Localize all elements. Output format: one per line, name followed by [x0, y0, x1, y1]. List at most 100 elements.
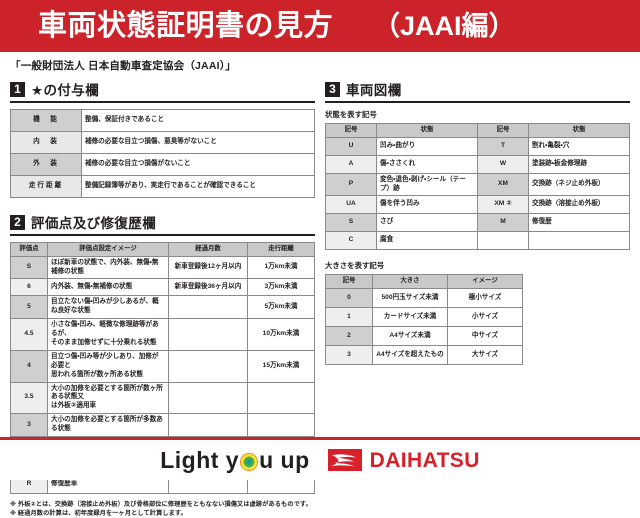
- page-header: 車両状態証明書の見方 （JAAI編）: [0, 0, 640, 52]
- tagline-before: Light y: [160, 446, 240, 473]
- cell-symbol-b: T: [477, 136, 529, 156]
- section3-heading: 3 車両図欄: [325, 79, 630, 103]
- tagline-after: u up: [259, 446, 310, 473]
- daihatsu-logo-icon: [327, 449, 362, 471]
- cell-symbol: 0: [325, 288, 373, 309]
- table-row: UA 傷を伴う凹み XM ② 交換跡（溶接止め外板）: [325, 195, 630, 215]
- row-label: 内 装: [10, 131, 82, 154]
- column-header-size: 大きさ: [372, 274, 448, 290]
- cell-symbol-a: A: [325, 154, 377, 174]
- cell-distance: 5万km未満: [247, 295, 315, 320]
- cell-state-b: 交換跡（ネジ止め外板）: [528, 172, 630, 197]
- cell-distance: [247, 381, 315, 415]
- section2-note-1: ※ 外板②とは、交換跡（溶接止め外板）及び骨格部位に修理歴をともなない損傷又は虚…: [10, 500, 312, 508]
- table-header-row: 記号 状態 記号 状態: [325, 123, 630, 138]
- header-subtitle: （JAAI編）: [373, 10, 516, 41]
- column-header-distance: 走行距離: [247, 242, 315, 257]
- table-row: P 変色・退色・剥げ・シール（テープ）跡 XM 交換跡（ネジ止め外板）: [325, 172, 630, 197]
- cell-size: 500円玉サイズ未満: [372, 288, 448, 309]
- table-row: 4 目立つ傷・凹み等が少しあり、加修が必要と 思われる箇所が数ヶ所ある状態 15…: [10, 349, 315, 383]
- cell-symbol-b: M: [477, 213, 529, 233]
- table-row: S さび M 修復歴: [325, 213, 630, 233]
- row-desc: 補修の必要な目立つ損傷がないこと: [81, 153, 315, 176]
- cell-image: 大小の加修を必要とする箇所が数ヶ所ある状態又 は外板②適用車: [47, 381, 169, 415]
- section1-title: ★の付与欄: [31, 83, 100, 98]
- row-label: 走行距離: [10, 175, 82, 198]
- row-desc: 整備記録簿等があり、実走行であることが確認できること: [81, 175, 315, 198]
- table-row: 機 能 整備、保証付きであること: [10, 109, 315, 132]
- cell-months: [168, 413, 248, 437]
- table-header-row: 記号 大きさ イメージ: [325, 274, 523, 290]
- table-row: 6 内外装、無傷・無補修の状態 新車登録後36ヶ月以内 3万km未満: [10, 278, 315, 297]
- cell-grade: 3: [10, 413, 48, 437]
- cell-symbol-a: P: [325, 172, 377, 197]
- table-row: 3 A4サイズを超えたもの 大サイズ: [325, 345, 523, 366]
- section1-number: 1: [10, 81, 25, 97]
- table-row: 3.5 大小の加修を必要とする箇所が数ヶ所ある状態又 は外板②適用車: [10, 381, 315, 415]
- cell-symbol: 2: [325, 326, 373, 347]
- column-header-image: 評価点設定イメージ: [47, 242, 169, 257]
- cell-symbol: 1: [325, 307, 373, 328]
- cell-distance: 15万km未満: [247, 349, 315, 383]
- cell-size: A4サイズ未満: [372, 326, 448, 347]
- column-header-symbol-b: 記号: [477, 123, 529, 138]
- table-row: 1 カードサイズ未満 小サイズ: [325, 307, 523, 328]
- cell-months: [168, 381, 248, 415]
- row-desc: 整備、保証付きであること: [81, 109, 315, 132]
- cell-symbol-a: S: [325, 213, 377, 233]
- right-column: 3 車両図欄 状態を表す記号 記号 状態 記号 状態 U 凹み・曲がり: [325, 75, 630, 518]
- state-symbols-table: 記号 状態 記号 状態 U 凹み・曲がり T 割れ・亀裂・穴 A: [325, 123, 630, 251]
- cell-symbol-a: U: [325, 136, 377, 156]
- cell-months: 新車登録後36ヶ月以内: [168, 278, 248, 297]
- tagline: Light y u up: [160, 446, 310, 473]
- column-header-state-b: 状態: [528, 123, 630, 138]
- cell-distance: 10万km未満: [247, 318, 315, 351]
- column-header-image: イメージ: [447, 274, 523, 290]
- cell-image: ほぼ新車の状態で、内外装、無傷・無補修の状態: [47, 255, 169, 280]
- row-label: 外 装: [10, 153, 82, 176]
- cell-symbol-b: W: [477, 154, 529, 174]
- cell-state-a: 変色・退色・剥げ・シール（テープ）跡: [376, 172, 478, 197]
- column-header-symbol: 記号: [325, 274, 373, 290]
- cell-image: 目立たない傷・凹みが少しあるが、概ね良好な状態: [47, 295, 169, 320]
- cell-symbol-a: UA: [325, 195, 377, 215]
- cell-symbol: 3: [325, 345, 373, 366]
- row-desc: 補修の必要な目立つ損傷、悪臭等がないこと: [81, 131, 315, 154]
- cell-size: A4サイズを超えたもの: [372, 345, 448, 366]
- table-row: 2 A4サイズ未満 中サイズ: [325, 326, 523, 347]
- cell-grade: 5: [10, 295, 48, 320]
- table-row: 0 500円玉サイズ未満 極小サイズ: [325, 288, 523, 309]
- page-footer: Light y u up DAIHATSU: [0, 437, 640, 480]
- cell-state-b: 交換跡（溶接止め外板）: [528, 195, 630, 215]
- target-circle-icon: [240, 453, 259, 471]
- cell-size: カードサイズ未満: [372, 307, 448, 328]
- cell-state-a: 傷・ささくれ: [376, 154, 478, 174]
- cell-state-b: 修復歴: [528, 213, 630, 233]
- section2-title: 評価点及び修復歴欄: [31, 216, 157, 231]
- section3-number: 3: [325, 81, 340, 97]
- table-row: 5 目立たない傷・凹みが少しあるが、概ね良好な状態 5万km未満: [10, 295, 315, 320]
- column-header-grade: 評価点: [10, 242, 48, 257]
- cell-distance: 1万km未満: [247, 255, 315, 280]
- cell-state-a: さび: [376, 213, 478, 233]
- cell-grade: 3.5: [10, 381, 48, 415]
- header-title: 車両状態証明書の見方: [38, 9, 334, 42]
- table-row: C 腐食: [325, 231, 630, 251]
- column-header-months: 経過月数: [168, 242, 248, 257]
- cell-grade: S: [10, 255, 48, 280]
- state-symbols-subhead: 状態を表す記号: [325, 110, 377, 119]
- table-row: 4.5 小さな傷・凹み、軽微な修理跡等があるが、 そのまま加修せずに十分乗れる状…: [10, 318, 315, 351]
- cell-distance: [247, 413, 315, 437]
- cell-image: 小さな傷・凹み、軽微な修理跡等があるが、 そのまま加修せずに十分乗れる状態: [47, 318, 169, 351]
- section2-number: 2: [10, 214, 25, 230]
- cell-grade: 4: [10, 349, 48, 383]
- section1-heading: 1 ★の付与欄: [10, 79, 315, 103]
- cell-image: 極小サイズ: [447, 288, 523, 309]
- cell-months: 新車登録後12ヶ月以内: [168, 255, 248, 280]
- cell-months: [168, 349, 248, 383]
- cell-symbol-b: [477, 231, 529, 251]
- table-row: A 傷・ささくれ W 塗装跡・板金修理跡: [325, 154, 630, 174]
- cell-distance: 3万km未満: [247, 278, 315, 297]
- organization-line: 「一般財団法人 日本自動車査定協会（JAAI）」: [10, 60, 236, 72]
- table-row: 走行距離 整備記録簿等があり、実走行であることが確認できること: [10, 175, 315, 198]
